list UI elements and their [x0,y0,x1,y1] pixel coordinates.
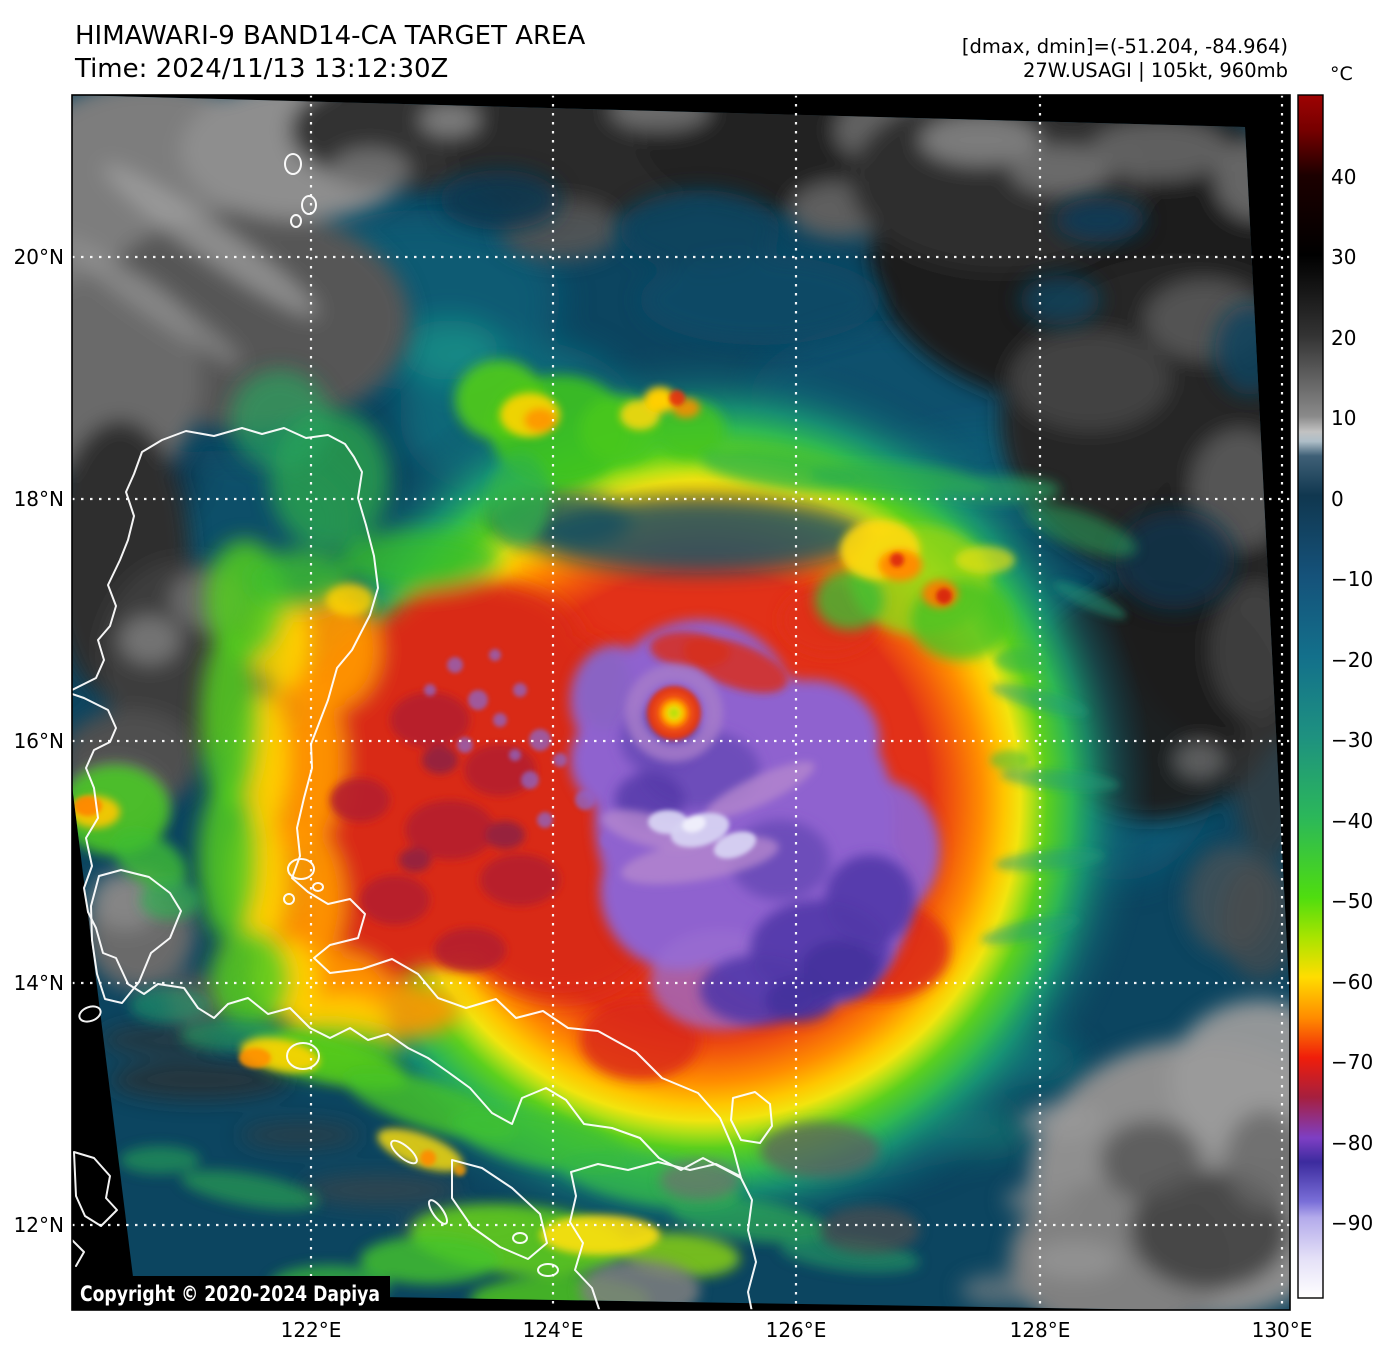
colorbar-ticks: 40 30 20 10 0 −10 −20 −30 −40 −50 −60 −7… [1331,165,1373,1235]
coast-mindoro [90,869,182,1004]
coast-island [78,1005,102,1023]
coast-burias [390,1139,418,1165]
map-axes: Copyright © 2020-2024 Dapiya [72,95,1290,1310]
coast-island [290,214,302,228]
colorbar-gradient [1297,94,1324,1299]
coast-island [312,882,324,892]
lon-tick: 122°E [281,1318,342,1342]
colorbar-tick: −90 [1331,1211,1373,1235]
lon-tick: 124°E [523,1318,584,1342]
lat-tick: 20°N [14,245,64,269]
copyright-text: Copyright © 2020-2024 Dapiya [80,1282,380,1306]
coast-island [537,1263,559,1277]
colorbar-tick: 0 [1331,487,1344,511]
lat-tick: 18°N [14,487,64,511]
colorbar-tick: 30 [1331,245,1356,269]
figure-time: Time: 2024/11/13 13:12:30Z [74,54,448,84]
lon-tick: 126°E [766,1318,827,1342]
colorbar-tick: −60 [1331,970,1373,994]
coast-marinduque [286,1042,320,1070]
colorbar-tick: −10 [1331,567,1373,591]
storm-annotation: 27W.USAGI | 105kt, 960mb [1023,59,1288,82]
figure-title: HIMAWARI-9 BAND14-CA TARGET AREA [75,21,585,51]
coast-catanduanes [730,1091,773,1144]
colorbar-tick: −50 [1331,889,1373,913]
coast-luzon [72,427,742,1179]
coast-masbate [451,1159,548,1260]
coast-island [284,153,302,175]
colorbar-tick: −30 [1331,728,1373,752]
colorbar-tick: −20 [1331,648,1373,672]
north-rainbands [455,360,1137,660]
colorbar-tick: −70 [1331,1050,1373,1074]
copyright-background [72,1276,390,1310]
axes-frame [71,94,1291,1311]
colorbar: °C 40 30 20 10 0 −10 −20 −30 −40 −50 −60… [1297,63,1373,1299]
colorbar-unit: °C [1330,63,1353,85]
copyright-banner: Copyright © 2020-2024 Dapiya [72,1276,390,1310]
east-filaments [981,581,1127,945]
lon-axis: 122°E 124°E 126°E 128°E 130°E [281,1318,1313,1342]
south-rainbands [72,765,920,1310]
lat-axis: 20°N 18°N 16°N 14°N 12°N [14,245,64,1237]
coast-island-west [73,1151,118,1227]
colorbar-tick: 20 [1331,326,1356,350]
coastlines [72,153,773,1310]
coast-island [287,858,315,880]
lat-tick: 16°N [14,729,64,753]
coast-ticao [427,1199,449,1225]
coast-island-west [72,1239,85,1267]
colorbar-tick: 10 [1331,406,1356,430]
eye-core [647,686,701,740]
ocean-gaps [440,170,1285,610]
coast-island [301,195,317,215]
lat-tick: 12°N [14,1213,64,1237]
colorbar-tick: 40 [1331,165,1356,189]
coast-island [512,1232,528,1244]
coast-island [283,893,295,905]
lat-tick: 14°N [14,971,64,995]
colorbar-tick: −80 [1331,1131,1373,1155]
typhoon-eye [625,664,723,762]
colorbar-tick: −40 [1331,809,1373,833]
lon-tick: 128°E [1010,1318,1071,1342]
coast-samar [569,1161,757,1310]
stats-annotation: [dmax, dmin]=(-51.204, -84.964) [962,35,1288,58]
coldest-cloud-tops [648,810,757,859]
satellite-scene [72,95,1290,1310]
lon-tick: 130°E [1252,1318,1313,1342]
